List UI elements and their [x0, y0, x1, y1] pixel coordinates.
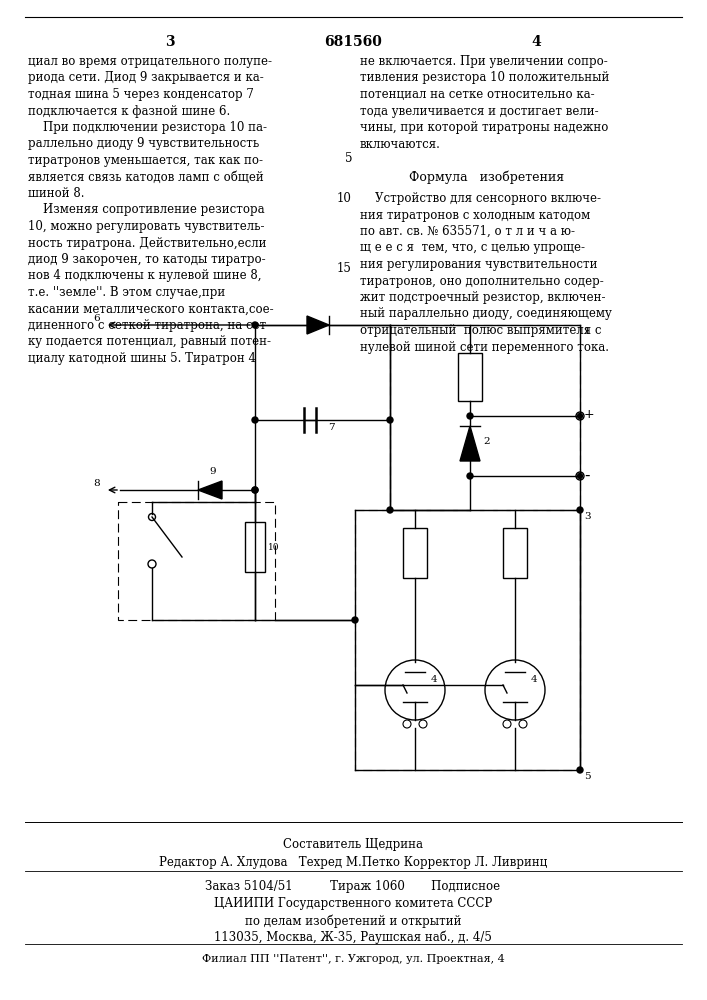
Text: 5: 5 — [344, 152, 352, 165]
Text: 2: 2 — [483, 436, 490, 446]
Text: 6: 6 — [93, 314, 100, 323]
Bar — [355, 510, 580, 770]
Text: Редактор А. Хлудова   Техред М.Петко Корректор Л. Ливринц: Редактор А. Хлудова Техред М.Петко Корре… — [159, 856, 547, 869]
Text: ЦАИИПИ Государственного комитета СССР: ЦАИИПИ Государственного комитета СССР — [214, 897, 492, 910]
Text: 4: 4 — [531, 35, 541, 49]
Circle shape — [252, 487, 258, 493]
Text: циал во время отрицательного полупе-
риода сети. Диод 9 закрывается и ка-
тодная: циал во время отрицательного полупе- рио… — [28, 55, 274, 365]
Text: 4: 4 — [531, 676, 537, 684]
Text: -: - — [584, 468, 590, 483]
Circle shape — [387, 507, 393, 513]
Circle shape — [467, 413, 473, 419]
Text: 10: 10 — [337, 192, 352, 205]
Circle shape — [577, 767, 583, 773]
Text: 1: 1 — [584, 327, 590, 336]
Text: 9: 9 — [210, 467, 216, 476]
Text: Заказ 5104/51          Тираж 1060       Подписное: Заказ 5104/51 Тираж 1060 Подписное — [206, 880, 501, 893]
Text: Устройство для сенсорного включе-
ния тиратронов с холодным катодом
по авт. св. : Устройство для сенсорного включе- ния ти… — [360, 192, 612, 354]
Polygon shape — [198, 481, 222, 499]
Text: 5: 5 — [584, 772, 590, 781]
Circle shape — [578, 474, 583, 479]
Circle shape — [578, 414, 583, 418]
Text: Филиал ПП ''Патент'', г. Ужгород, ул. Проектная, 4: Филиал ПП ''Патент'', г. Ужгород, ул. Пр… — [201, 954, 504, 964]
Text: Составитель Щедрина: Составитель Щедрина — [283, 838, 423, 851]
Circle shape — [387, 417, 393, 423]
Text: 8: 8 — [93, 479, 100, 488]
Text: 681560: 681560 — [324, 35, 382, 49]
Bar — [458, 353, 482, 401]
Bar — [403, 528, 427, 578]
Circle shape — [352, 617, 358, 623]
Text: не включается. При увеличении сопро-
тивления резистора 10 положительный
потенци: не включается. При увеличении сопро- тив… — [360, 55, 609, 150]
Circle shape — [252, 322, 258, 328]
Text: 7: 7 — [328, 423, 334, 432]
Text: +: + — [584, 408, 595, 422]
Text: 113035, Москва, Ж-35, Раушская наб., д. 4/5: 113035, Москва, Ж-35, Раушская наб., д. … — [214, 930, 492, 944]
Circle shape — [467, 473, 473, 479]
Circle shape — [252, 417, 258, 423]
Bar — [390, 325, 580, 510]
Text: Формула   изобретения: Формула изобретения — [409, 170, 565, 184]
Text: 4: 4 — [431, 676, 438, 684]
Polygon shape — [460, 426, 480, 461]
Polygon shape — [307, 316, 329, 334]
Bar — [118, 502, 275, 620]
Text: 3: 3 — [165, 35, 175, 49]
Text: 3: 3 — [584, 512, 590, 521]
Bar — [503, 528, 527, 578]
Text: по делам изобретений и открытий: по делам изобретений и открытий — [245, 914, 461, 928]
Circle shape — [577, 507, 583, 513]
Text: 15: 15 — [337, 262, 352, 275]
Circle shape — [252, 487, 258, 493]
Bar — [245, 522, 265, 572]
Text: 10: 10 — [268, 542, 279, 552]
